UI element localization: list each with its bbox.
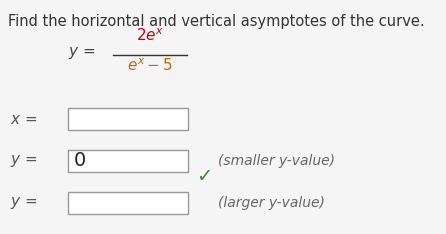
Text: 0: 0 — [74, 151, 86, 171]
Text: (smaller y-value): (smaller y-value) — [218, 154, 335, 168]
Text: Find the horizontal and vertical asymptotes of the curve.: Find the horizontal and vertical asympto… — [8, 14, 425, 29]
Text: $y\,=$: $y\,=$ — [10, 195, 38, 211]
Text: ✓: ✓ — [196, 167, 212, 186]
Bar — [68, 150, 188, 172]
Text: (larger y-value): (larger y-value) — [218, 196, 325, 210]
Text: $y\,=$: $y\,=$ — [10, 153, 38, 169]
Text: $e^x - 5$: $e^x - 5$ — [127, 57, 173, 74]
Text: $y\,=\,$: $y\,=\,$ — [68, 45, 96, 61]
Text: $2e^x$: $2e^x$ — [136, 27, 164, 44]
Bar — [68, 108, 188, 130]
Bar — [68, 192, 188, 214]
Text: $x\,=$: $x\,=$ — [10, 111, 38, 127]
